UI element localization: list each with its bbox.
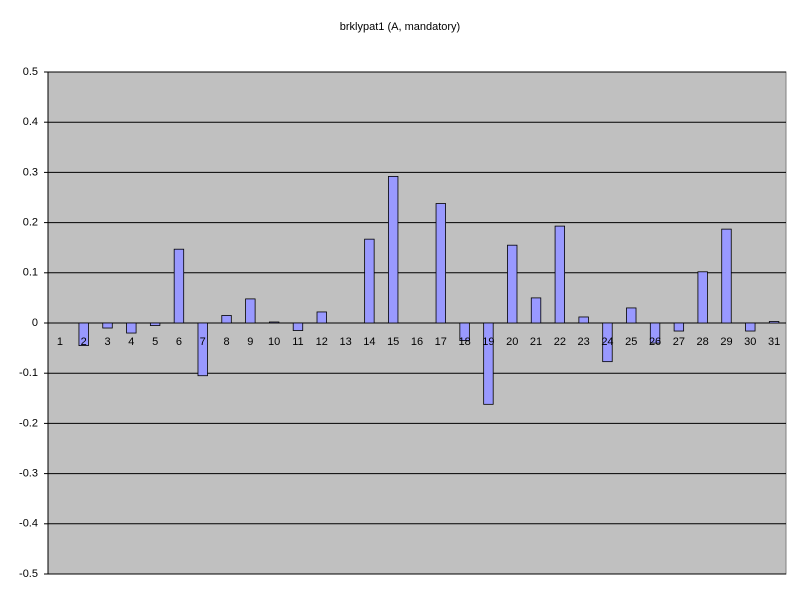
bar bbox=[150, 323, 160, 326]
bar bbox=[507, 245, 517, 323]
y-tick-label: -0.2 bbox=[19, 417, 38, 429]
x-tick-label: 23 bbox=[578, 336, 590, 348]
x-tick-label: 10 bbox=[268, 336, 280, 348]
y-tick-label: 0.3 bbox=[23, 166, 38, 178]
y-tick-label: -0.3 bbox=[19, 468, 38, 480]
y-tick-label: 0.1 bbox=[23, 267, 38, 279]
x-tick-label: 13 bbox=[339, 336, 351, 348]
x-tick-label: 21 bbox=[530, 336, 542, 348]
bar bbox=[579, 317, 589, 323]
x-tick-label: 9 bbox=[247, 336, 253, 348]
x-tick-label: 3 bbox=[104, 336, 110, 348]
bar bbox=[555, 226, 565, 323]
x-tick-label: 6 bbox=[176, 336, 182, 348]
bar bbox=[531, 298, 541, 323]
y-tick-label: -0.1 bbox=[19, 367, 38, 379]
x-tick-label: 19 bbox=[482, 336, 494, 348]
x-tick-label: 27 bbox=[673, 336, 685, 348]
bar bbox=[222, 315, 232, 323]
bar bbox=[293, 323, 303, 331]
x-tick-label: 2 bbox=[81, 336, 87, 348]
x-tick-label: 29 bbox=[720, 336, 732, 348]
x-tick-label: 24 bbox=[601, 336, 613, 348]
x-tick-label: 26 bbox=[649, 336, 661, 348]
bar bbox=[317, 312, 327, 323]
y-tick-label: -0.5 bbox=[19, 568, 38, 580]
bar bbox=[365, 239, 375, 323]
x-tick-label: 12 bbox=[316, 336, 328, 348]
x-tick-label: 22 bbox=[554, 336, 566, 348]
x-tick-label: 16 bbox=[411, 336, 423, 348]
x-tick-label: 8 bbox=[223, 336, 229, 348]
bar bbox=[722, 229, 732, 323]
bar bbox=[674, 323, 684, 331]
x-tick-label: 17 bbox=[435, 336, 447, 348]
y-tick-label: 0 bbox=[32, 317, 38, 329]
x-tick-label: 15 bbox=[387, 336, 399, 348]
y-tick-label: 0.2 bbox=[23, 217, 38, 229]
bar bbox=[698, 272, 708, 323]
x-tick-label: 1 bbox=[57, 336, 63, 348]
bar bbox=[388, 176, 398, 323]
x-tick-label: 5 bbox=[152, 336, 158, 348]
bar bbox=[174, 249, 184, 323]
bar bbox=[269, 322, 279, 323]
bar bbox=[127, 323, 137, 333]
bar bbox=[103, 323, 113, 328]
y-tick-label: 0.5 bbox=[23, 66, 38, 78]
y-tick-label: 0.4 bbox=[23, 116, 38, 128]
x-tick-label: 4 bbox=[128, 336, 134, 348]
y-tick-label: -0.4 bbox=[19, 518, 38, 530]
bar bbox=[246, 299, 256, 323]
x-tick-label: 18 bbox=[458, 336, 470, 348]
x-tick-label: 25 bbox=[625, 336, 637, 348]
bar bbox=[198, 323, 208, 376]
x-tick-label: 30 bbox=[744, 336, 756, 348]
x-tick-label: 7 bbox=[200, 336, 206, 348]
x-tick-label: 28 bbox=[697, 336, 709, 348]
x-tick-label: 14 bbox=[363, 336, 375, 348]
x-tick-label: 20 bbox=[506, 336, 518, 348]
bar bbox=[746, 323, 756, 331]
x-tick-label: 11 bbox=[292, 336, 303, 348]
x-tick-label: 31 bbox=[768, 336, 780, 348]
bar bbox=[769, 321, 779, 323]
chart-title: brklypat1 (A, mandatory) bbox=[340, 21, 460, 33]
bar bbox=[436, 204, 446, 323]
bar bbox=[626, 308, 636, 323]
